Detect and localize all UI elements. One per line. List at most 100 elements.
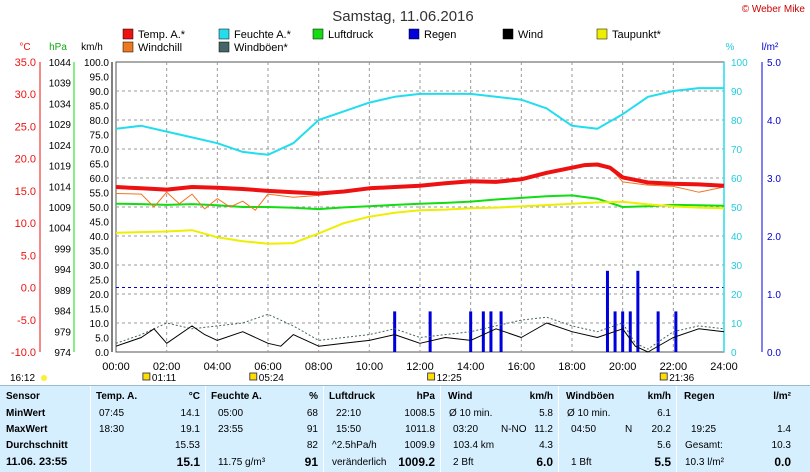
series-dewpoint bbox=[115, 200, 725, 245]
cell: 22:10 bbox=[336, 408, 362, 419]
tick-temp: 0.0 bbox=[21, 283, 36, 295]
cell: Gesamt: bbox=[685, 440, 723, 451]
cell-current: 0.0 bbox=[774, 455, 791, 469]
tick-x: 04:00 bbox=[204, 361, 232, 373]
rain-bar bbox=[481, 311, 485, 352]
tick-wind: 30.0 bbox=[90, 261, 110, 272]
col-sensor: Sensor MinWert MaxWert Durchschnitt 11.0… bbox=[0, 386, 90, 472]
marker-icon bbox=[427, 372, 436, 381]
tick-wind: 90.0 bbox=[90, 87, 110, 98]
legend-label-wind: Wind bbox=[518, 29, 543, 41]
cell: 1008.5 bbox=[404, 408, 435, 419]
cell: N bbox=[625, 424, 633, 435]
series-temp bbox=[115, 162, 725, 196]
cell: 03:20 bbox=[453, 424, 479, 435]
col-pressure: Luftdruck hPa 22:10 1008.5 15:50 1011.8 … bbox=[323, 386, 441, 472]
unit-gust: km/h bbox=[647, 391, 671, 402]
tick-humidity: 50 bbox=[731, 203, 743, 214]
tick-wind: 75.0 bbox=[90, 131, 110, 142]
rain-bar bbox=[393, 311, 397, 352]
tick-wind: 60.0 bbox=[90, 174, 110, 185]
legend-label-humidity: Feuchte A.* bbox=[234, 29, 292, 41]
legend-swatch-wind bbox=[502, 28, 514, 40]
tick-rain: 5.0 bbox=[767, 58, 781, 69]
legend-label-dewpoint: Taupunkt* bbox=[612, 29, 662, 41]
marker-icon bbox=[142, 372, 151, 381]
cell-current: 1009.2 bbox=[398, 455, 435, 469]
tick-pressure: 999 bbox=[54, 244, 71, 255]
th-sensor: Sensor bbox=[6, 391, 40, 402]
tick-pressure: 1044 bbox=[49, 58, 72, 69]
row-label: MaxWert bbox=[6, 424, 48, 435]
cell: 15.53 bbox=[174, 440, 200, 451]
tick-pressure: 1029 bbox=[49, 120, 72, 131]
cell-current: 6.0 bbox=[536, 455, 553, 469]
cell: 68 bbox=[306, 408, 318, 419]
tick-x: 00:00 bbox=[102, 361, 130, 373]
tick-x: 08:00 bbox=[305, 361, 333, 373]
unit-wind: km/h bbox=[529, 391, 553, 402]
tick-pressure: 1014 bbox=[49, 182, 72, 193]
cell: 5.6 bbox=[657, 440, 671, 451]
cell: 04:50 bbox=[571, 424, 597, 435]
col-rain: Regen l/m² 19:25 1.4 Gesamt: 10.3 10.3 l… bbox=[676, 386, 797, 472]
axis-units: °C hPa km/h% l/m² bbox=[19, 42, 779, 53]
tick-pressure: 1024 bbox=[49, 141, 72, 152]
rain-bar bbox=[605, 270, 609, 352]
col-gust: Windböen km/h Ø 10 min. 6.1 04:50 N 20.2… bbox=[558, 386, 677, 472]
tick-wind: 20.0 bbox=[90, 290, 110, 301]
unit-temp: °C bbox=[19, 42, 30, 53]
tick-x: 14:00 bbox=[457, 361, 485, 373]
tick-temp: 5.0 bbox=[21, 250, 36, 262]
tick-x: 02:00 bbox=[153, 361, 181, 373]
tick-temp: 15.0 bbox=[15, 186, 36, 198]
legend-swatch-gust bbox=[218, 41, 230, 53]
rain-bar bbox=[499, 311, 503, 352]
tick-rain: 0.0 bbox=[767, 348, 781, 359]
tick-x: 06:00 bbox=[254, 361, 282, 373]
series-humidity bbox=[115, 87, 724, 156]
tick-pressure: 1039 bbox=[49, 79, 72, 90]
legend-label-windchill: Windchill bbox=[138, 42, 182, 54]
cell: 14.1 bbox=[180, 408, 200, 419]
cell: veränderlich bbox=[332, 457, 387, 468]
rain-bar bbox=[674, 311, 678, 352]
tick-rain: 4.0 bbox=[767, 116, 781, 127]
legend-swatch-dewpoint bbox=[596, 28, 608, 40]
tick-pressure: 1004 bbox=[49, 224, 72, 235]
tick-pressure: 984 bbox=[54, 307, 71, 318]
summary-table: Sensor MinWert MaxWert Durchschnitt 11.0… bbox=[0, 385, 810, 472]
unit-humidity: % bbox=[309, 391, 318, 402]
tick-x: 24:00 bbox=[710, 361, 738, 373]
series-pressure bbox=[115, 194, 725, 211]
legend-label-pressure: Luftdruck bbox=[328, 29, 374, 41]
tick-temp: 10.0 bbox=[15, 218, 36, 230]
cell: 23:55 bbox=[218, 424, 244, 435]
cell: 07:45 bbox=[99, 408, 125, 419]
tick-pressure: 979 bbox=[54, 327, 71, 338]
tick-x: 12:00 bbox=[406, 361, 434, 373]
tick-x: 20:00 bbox=[609, 361, 637, 373]
th-pressure: Luftdruck bbox=[329, 391, 376, 402]
cell: 18:30 bbox=[99, 424, 125, 435]
unit-pressure: hPa bbox=[416, 391, 435, 402]
tick-wind: 100.0 bbox=[84, 58, 109, 69]
tick-wind: 85.0 bbox=[90, 102, 110, 113]
cell: 1009.9 bbox=[404, 440, 435, 451]
cell: 19:25 bbox=[691, 424, 717, 435]
series-wind bbox=[115, 322, 725, 353]
unit-wind: km/h bbox=[81, 42, 103, 53]
tick-x: 16:00 bbox=[508, 361, 536, 373]
chart-title: Samstag, 11.06.2016 bbox=[332, 8, 474, 25]
th-wind: Wind bbox=[448, 391, 473, 402]
tick-rain: 3.0 bbox=[767, 174, 781, 185]
cell: 1.4 bbox=[777, 424, 791, 435]
tick-temp: -10.0 bbox=[11, 347, 36, 359]
tick-temp: 35.0 bbox=[15, 57, 36, 69]
cell: 91 bbox=[306, 424, 318, 435]
rain-bar bbox=[656, 311, 660, 352]
tick-wind: 45.0 bbox=[90, 218, 110, 229]
marker-icon bbox=[659, 372, 668, 381]
tick-temp: 30.0 bbox=[15, 89, 36, 101]
unit-humidity: % bbox=[726, 42, 735, 53]
